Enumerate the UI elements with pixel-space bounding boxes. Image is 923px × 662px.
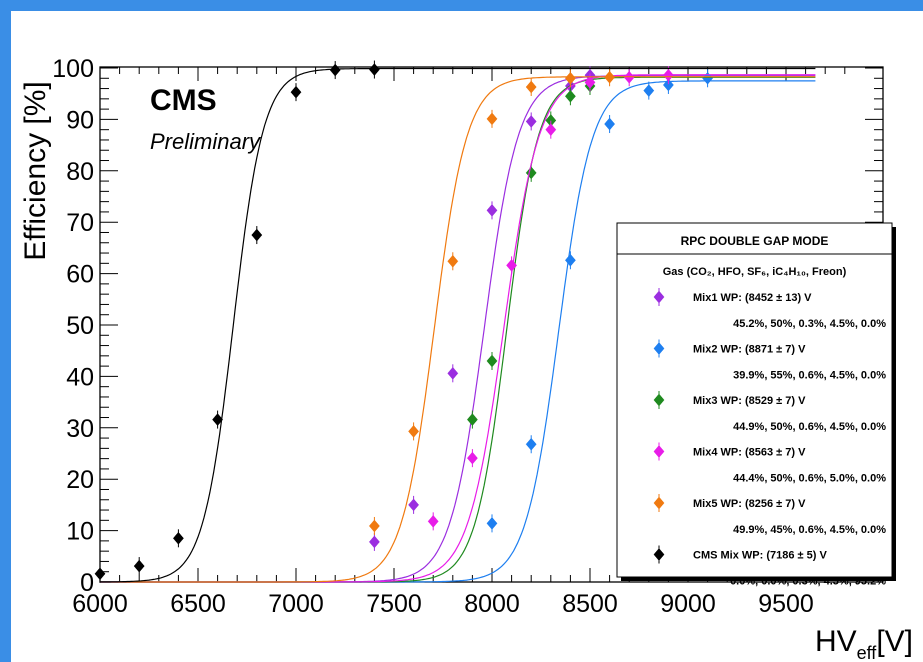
x-tick-label: 6000 <box>72 590 128 618</box>
y-tick-label: 30 <box>66 415 94 443</box>
legend-series-composition: 44.9%, 50%, 0.6%, 4.5%, 0.0% <box>733 421 886 433</box>
data-point <box>662 78 674 92</box>
data-point <box>643 84 655 98</box>
data-point <box>604 70 616 84</box>
data-point <box>466 413 478 426</box>
fit-curve <box>100 76 816 583</box>
data-point <box>427 514 439 528</box>
legend: RPC DOUBLE GAP MODE Gas (CO₂, HFO, SF₆, i… <box>616 222 896 588</box>
data-point <box>408 498 420 512</box>
data-point <box>466 451 478 465</box>
y-tick-label: 100 <box>52 55 94 83</box>
data-point <box>408 425 420 438</box>
data-point <box>251 228 263 242</box>
data-point <box>368 519 380 533</box>
x-tick-label: 8000 <box>464 590 520 618</box>
data-point <box>486 112 498 126</box>
data-point <box>172 531 184 545</box>
data-point <box>604 117 616 131</box>
y-tick-label: 10 <box>66 518 94 546</box>
data-point <box>486 354 498 368</box>
legend-marker <box>653 290 665 304</box>
x-tick-label: 7000 <box>268 590 324 618</box>
data-point <box>368 535 380 549</box>
fit-curve <box>100 67 816 583</box>
legend-title: RPC DOUBLE GAP MODE <box>681 234 829 248</box>
data-point <box>329 63 341 77</box>
cms-label: CMS <box>150 84 217 117</box>
y-tick-label: 0 <box>80 569 94 597</box>
legend-marker <box>653 393 665 407</box>
legend-series-name: Mix3 WP: (8529 ± 7) V <box>693 395 806 407</box>
chart-panel: 6000 6500 7000 7500 8000 8500 9000 9500 0 10 20 30 4… <box>11 11 923 662</box>
legend-marker <box>653 496 665 510</box>
efficiency-chart: 6000 6500 7000 7500 8000 8500 9000 9500 0 10 20 30 4… <box>19 55 913 662</box>
x-tick-label: 8500 <box>562 590 618 618</box>
data-point <box>525 115 537 128</box>
data-point <box>447 366 459 380</box>
data-point <box>545 123 557 137</box>
legend-marker <box>653 342 665 355</box>
x-tick-label: 9500 <box>758 590 814 618</box>
data-point <box>486 203 498 217</box>
data-point <box>94 567 106 581</box>
preliminary-label: Preliminary <box>150 129 262 154</box>
data-point <box>564 89 576 103</box>
data-point <box>368 63 380 76</box>
y-tick-label: 20 <box>66 466 94 494</box>
data-point <box>525 80 537 94</box>
legend-series-name: Mix5 WP: (8256 ± 7) V <box>693 498 806 510</box>
legend-series-name: Mix2 WP: (8871 ± 7) V <box>693 344 806 356</box>
data-point <box>447 254 459 268</box>
legend-series-composition: 45.2%, 50%, 0.3%, 4.5%, 0.0% <box>733 318 886 330</box>
legend-series-name: Mix1 WP: (8452 ± 13) V <box>693 292 812 304</box>
legend-gas-header: Gas (CO₂, HFO, SF₆, iC₄H₁₀, Freon) <box>663 266 847 278</box>
data-point <box>662 68 674 82</box>
y-tick-label: 70 <box>66 209 94 237</box>
x-tick-label: 7500 <box>366 590 422 618</box>
legend-series-name: CMS Mix WP: (7186 ± 5) V <box>693 550 827 562</box>
data-point <box>564 71 576 85</box>
y-tick-label: 40 <box>66 363 94 391</box>
x-tick-label: 6500 <box>170 590 226 618</box>
legend-series-name: Mix4 WP: (8563 ± 7) V <box>693 447 806 459</box>
data-point <box>525 437 537 451</box>
data-point <box>525 166 537 180</box>
y-tick-label: 50 <box>66 312 94 340</box>
x-axis-label: HVeff[V] <box>815 625 913 662</box>
legend-marker <box>653 548 665 561</box>
data-point <box>486 517 498 530</box>
legend-series-composition: 44.4%, 50%, 0.6%, 5.0%, 0.0% <box>733 473 886 485</box>
legend-marker <box>653 445 665 458</box>
y-tick-label: 60 <box>66 261 94 289</box>
data-point <box>290 85 302 99</box>
data-point <box>133 559 145 573</box>
data-point <box>702 71 714 85</box>
legend-series-composition: 49.9%, 45%, 0.6%, 4.5%, 0.0% <box>733 524 886 536</box>
x-tick-label: 9000 <box>660 590 716 618</box>
y-tick-label: 90 <box>66 106 94 134</box>
data-point <box>584 76 596 89</box>
legend-series-composition: 39.9%, 55%, 0.6%, 4.5%, 0.0% <box>733 370 886 382</box>
data-point <box>564 253 576 267</box>
y-tick-label: 80 <box>66 158 94 186</box>
data-point <box>506 258 518 272</box>
y-axis-label: Efficiency [%] <box>19 81 52 261</box>
data-point <box>212 413 224 426</box>
legend-series-composition: 0.0%, 0.0%, 0.3%, 4.5%, 95.2% <box>730 576 886 588</box>
